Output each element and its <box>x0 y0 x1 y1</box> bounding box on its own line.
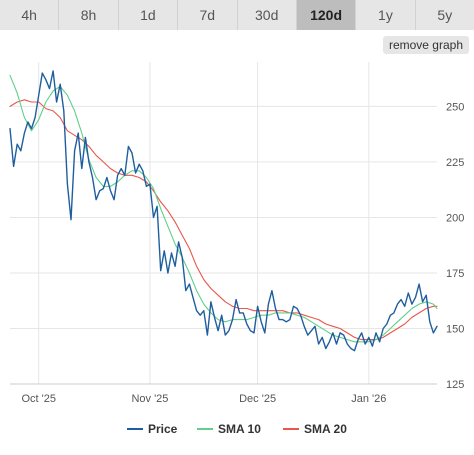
time-range-tabs: 4h 8h 1d 7d 30d 120d 1y 5y <box>0 0 474 30</box>
tab-4h[interactable]: 4h <box>0 0 60 30</box>
chart-legend[interactable]: Price SMA 10 SMA 20 <box>127 422 347 436</box>
tab-1d[interactable]: 1d <box>118 0 179 30</box>
series-line-sma-10 <box>9 74 438 343</box>
x-tick-label: Nov '25 <box>131 393 168 405</box>
tab-120d[interactable]: 120d <box>296 0 357 30</box>
legend-item-sma-10[interactable]: SMA 10 <box>197 422 261 436</box>
y-tick-label: 125 <box>446 379 464 391</box>
y-tick-label: 175 <box>446 268 464 280</box>
legend-item-price[interactable]: Price <box>127 422 178 436</box>
x-tick-label: Dec '25 <box>239 393 276 405</box>
legend-label: Price <box>148 422 178 436</box>
x-tick-label: Jan '26 <box>351 393 386 405</box>
y-tick-label: 225 <box>446 157 464 169</box>
remove-graph-button[interactable]: remove graph <box>382 36 469 54</box>
tab-7d[interactable]: 7d <box>178 0 238 30</box>
x-tick-label: Oct '25 <box>21 393 56 405</box>
tab-30d[interactable]: 30d <box>237 0 297 30</box>
series-line-price <box>9 70 438 352</box>
tab-5y[interactable]: 5y <box>415 0 474 30</box>
chart-tick-labels: 125 150 175 200 225 250 Oct '25 Nov '25 Dec '25 J… <box>21 101 464 405</box>
legend-item-sma-20[interactable]: SMA 20 <box>283 422 347 436</box>
chart-series <box>9 70 438 352</box>
legend-label: SMA 10 <box>218 422 261 436</box>
y-tick-label: 250 <box>446 101 464 113</box>
chart-gridlines <box>10 62 437 385</box>
y-tick-label: 200 <box>446 212 464 224</box>
series-line-sma-20 <box>9 99 438 341</box>
legend-label: SMA 20 <box>304 422 347 436</box>
y-tick-label: 150 <box>446 323 464 335</box>
tab-8h[interactable]: 8h <box>59 0 119 30</box>
tab-1y[interactable]: 1y <box>356 0 416 30</box>
